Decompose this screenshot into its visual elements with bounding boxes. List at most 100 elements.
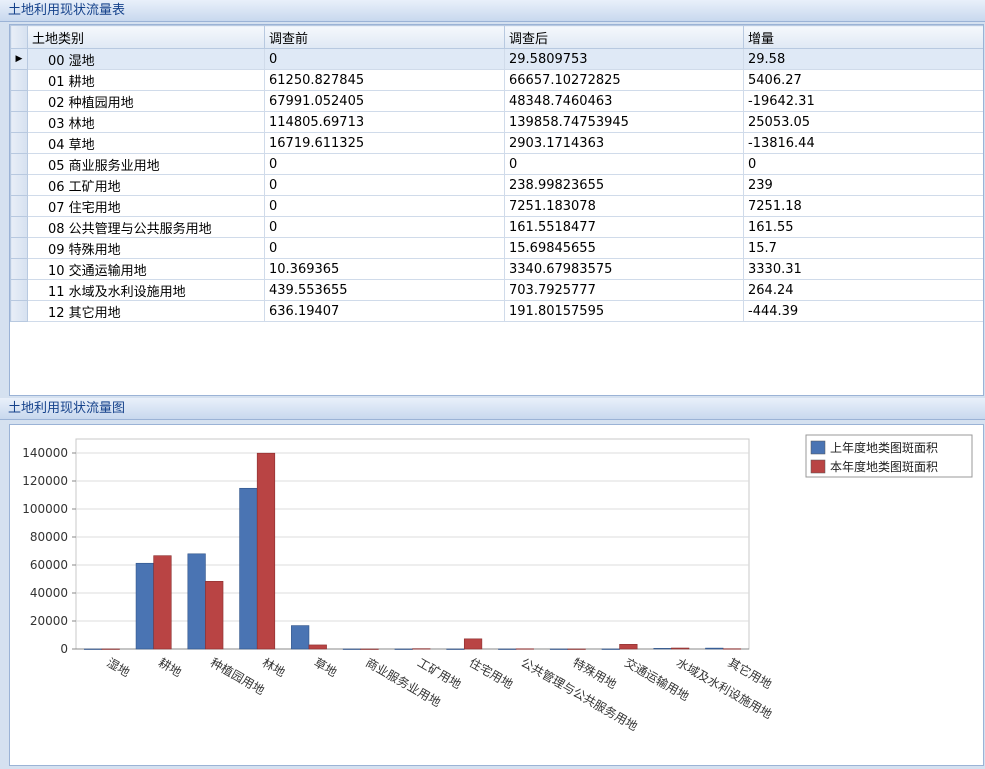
y-tick-label: 20000 [30,614,68,628]
plot-area [75,438,750,650]
row-selector [10,279,28,301]
table-cell: 15.69845655 [504,237,744,259]
table-cell: -13816.44 [743,132,983,154]
table-cell: 04 草地 [27,132,265,154]
table-cell: 11 水域及水利设施用地 [27,279,265,301]
table-row[interactable]: 10 交通运输用地 10.369365 3340.67983575 3330.31 [10,258,983,280]
table-row[interactable]: ▶ 00 湿地 0 29.5809753 29.58 [10,48,983,70]
bar [567,648,586,650]
legend-label: 上年度地类图斑面积 [830,440,938,455]
x-tick-label: 耕地 [156,655,184,680]
y-tick-label: 40000 [30,586,68,600]
x-tick-label: 湿地 [104,655,132,680]
table-cell: 16719.611325 [264,132,505,154]
table-cell: 2903.1714363 [504,132,744,154]
data-grid: 土地类别 调查前 调查后 增量 ▶ 00 湿地 0 29.5809753 29.58 01 耕地… [9,24,984,396]
bar [308,644,327,650]
table-cell: 7251.183078 [504,195,744,217]
table-cell: 264.24 [743,279,983,301]
row-selector [10,90,28,112]
table-row[interactable]: 06 工矿用地 0 238.99823655 239 [10,174,983,196]
y-tick-label: 0 [60,642,68,656]
table-cell: -444.39 [743,300,983,322]
table-row[interactable]: 01 耕地 61250.827845 66657.10272825 5406.27 [10,69,983,91]
table-cell: 161.55 [743,216,983,238]
table-cell: 0 [504,153,744,175]
panel-title: 土地利用现状流量表 [0,0,985,22]
table-cell: 5406.27 [743,69,983,91]
table-row[interactable]: 03 林地 114805.69713 139858.74753945 25053.05 [10,111,983,133]
table-cell: 161.5518477 [504,216,744,238]
table-cell: 0 [264,153,505,175]
bar [446,648,465,650]
table-cell: 3330.31 [743,258,983,280]
y-tick-label: 120000 [22,474,68,488]
bar [653,648,672,650]
table-cell: 139858.74753945 [504,111,744,133]
table-cell: 636.19407 [264,300,505,322]
table-cell: 67991.052405 [264,90,505,112]
column-header: 调查前 [264,25,505,49]
bar [705,647,724,650]
table-cell: 7251.18 [743,195,983,217]
table-cell: 0 [264,174,505,196]
table-row[interactable]: 07 住宅用地 0 7251.183078 7251.18 [10,195,983,217]
table-cell: 10.369365 [264,258,505,280]
table-cell: 239 [743,174,983,196]
bar [549,648,569,650]
table: 土地类别 调查前 调查后 增量 ▶ 00 湿地 0 29.5809753 29.58 01 耕地… [10,25,983,322]
table-cell: 09 特殊用地 [27,237,265,259]
legend-swatch [810,459,826,474]
row-selector [10,195,28,217]
table-cell: 01 耕地 [27,69,265,91]
table-cell: 15.7 [743,237,983,259]
row-selector: ▶ [10,48,28,70]
table-cell: 238.99823655 [504,174,744,196]
table-row[interactable]: 05 商业服务业用地 0 0 0 [10,153,983,175]
bar [135,562,154,650]
table-cell: 02 种植园用地 [27,90,265,112]
row-selector [10,258,28,280]
row-selector [10,111,28,133]
chart: 0 20000 40000 60000 80000 100000 120000 140000 湿… [22,434,973,734]
table-cell: 0 [264,216,505,238]
row-selector [10,300,28,322]
table-cell: 191.80157595 [504,300,744,322]
x-tick-label: 住宅用地 [467,655,516,692]
table-cell: 03 林地 [27,111,265,133]
table-cell: 0 [264,237,505,259]
table-row[interactable]: 04 草地 16719.611325 2903.1714363 -13816.44 [10,132,983,154]
x-tick-label: 种植园用地 [208,655,267,698]
bar [83,648,103,650]
table-cell: 06 工矿用地 [27,174,265,196]
table-cell: -19642.31 [743,90,983,112]
row-selector [10,153,28,175]
table-cell: 66657.10272825 [504,69,744,91]
table-cell: 08 公共管理与公共服务用地 [27,216,265,238]
table-row[interactable]: 11 水域及水利设施用地 439.553655 703.7925777 264.24 [10,279,983,301]
x-tick-label: 草地 [311,655,339,679]
table-cell: 29.5809753 [504,48,744,70]
bar [722,648,742,650]
bar [498,648,517,650]
table-cell: 10 交通运输用地 [27,258,265,280]
table-row[interactable]: 08 公共管理与公共服务用地 0 161.5518477 161.55 [10,216,983,238]
table-cell: 29.58 [743,48,983,70]
panel-title: 土地利用现状流量图 [0,398,985,420]
table-cell: 25053.05 [743,111,983,133]
table-cell: 0 [743,153,983,175]
table-row[interactable]: 02 种植园用地 67991.052405 48348.7460463 -19642.… [10,90,983,112]
table-cell: 0 [264,195,505,217]
row-selector [10,237,28,259]
bar [412,648,431,650]
table-cell: 439.553655 [264,279,505,301]
bar [671,647,690,650]
y-tick-label: 100000 [22,502,68,516]
table-cell: 07 住宅用地 [27,195,265,217]
table-row[interactable]: 12 其它用地 636.19407 191.80157595 -444.39 [10,300,983,322]
bar [515,648,534,650]
table-cell: 05 商业服务业用地 [27,153,265,175]
table-row[interactable]: 09 特殊用地 0 15.69845655 15.7 [10,237,983,259]
table-cell: 61250.827845 [264,69,505,91]
